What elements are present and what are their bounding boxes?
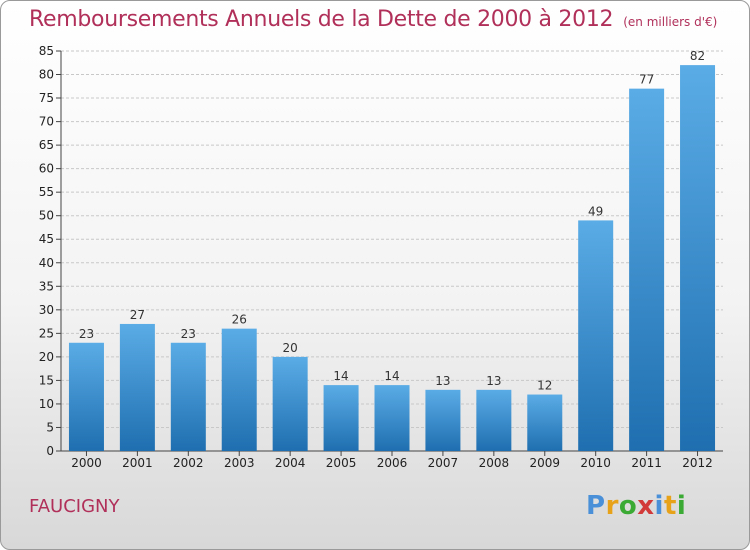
y-tick-label: 55 [39, 185, 54, 199]
logo-letter: i [654, 491, 664, 521]
data-label: 77 [639, 73, 654, 87]
y-tick-label: 65 [39, 138, 54, 152]
logo-letter: o [618, 491, 638, 521]
y-tick-label: 85 [39, 44, 54, 58]
data-label: 27 [130, 308, 145, 322]
x-tick-label: 2010 [580, 456, 611, 470]
x-tick-label: 2009 [529, 456, 560, 470]
data-label: 23 [79, 327, 94, 341]
x-tick-label: 2003 [224, 456, 255, 470]
y-tick-label: 70 [39, 115, 54, 129]
y-tick-label: 35 [39, 279, 54, 293]
y-tick-label: 60 [39, 162, 54, 176]
proxiti-logo: Proxiti [586, 491, 686, 521]
bar [476, 389, 512, 451]
data-label: 20 [283, 341, 298, 355]
x-tick-label: 2005 [326, 456, 357, 470]
y-tick-label: 0 [46, 444, 54, 458]
x-tick-label: 2008 [479, 456, 510, 470]
bar [119, 323, 155, 451]
logo-letter: r [605, 491, 619, 521]
x-tick-label: 2000 [71, 456, 102, 470]
y-tick-label: 45 [39, 232, 54, 246]
bar [680, 65, 716, 451]
data-label: 14 [384, 369, 399, 383]
y-tick-label: 5 [46, 420, 54, 434]
bar [68, 342, 104, 451]
x-tick-label: 2012 [682, 456, 713, 470]
bar [170, 342, 206, 451]
bar [323, 385, 359, 451]
x-tick-label: 2004 [275, 456, 306, 470]
x-tick-label: 2007 [428, 456, 459, 470]
chart-subtitle: (en milliers d'€) [623, 15, 718, 29]
y-tick-label: 20 [39, 350, 54, 364]
bar [272, 356, 308, 451]
x-tick-label: 2001 [122, 456, 153, 470]
bar [425, 389, 461, 451]
y-tick-label: 25 [39, 326, 54, 340]
data-label: 49 [588, 204, 603, 218]
location-label: FAUCIGNY [29, 496, 120, 517]
x-tick-label: 2011 [631, 456, 662, 470]
data-label: 26 [232, 313, 247, 327]
y-tick-label: 10 [39, 397, 54, 411]
data-label: 23 [181, 327, 196, 341]
logo-letter: i [676, 491, 687, 521]
data-label: 14 [333, 369, 348, 383]
chart-title: Remboursements Annuels de la Dette de 20… [29, 7, 717, 32]
y-tick-label: 30 [39, 303, 54, 317]
x-tick-label: 2006 [377, 456, 408, 470]
logo-letter: t [663, 491, 677, 521]
y-tick-label: 80 [39, 68, 54, 82]
data-label: 12 [537, 379, 552, 393]
bar [374, 385, 410, 451]
bar [221, 328, 257, 451]
data-label: 13 [435, 374, 450, 388]
logo-letter: x [637, 491, 655, 521]
bar [578, 220, 614, 451]
logo-letter: P [586, 491, 606, 521]
bar [527, 394, 563, 451]
y-tick-label: 15 [39, 373, 54, 387]
bar [629, 88, 665, 451]
data-label: 82 [690, 49, 705, 63]
y-tick-label: 50 [39, 209, 54, 223]
y-tick-label: 75 [39, 91, 54, 105]
data-label: 13 [486, 374, 501, 388]
x-tick-label: 2002 [173, 456, 204, 470]
chart-title-text: Remboursements Annuels de la Dette de 20… [29, 7, 614, 32]
y-tick-label: 40 [39, 256, 54, 270]
